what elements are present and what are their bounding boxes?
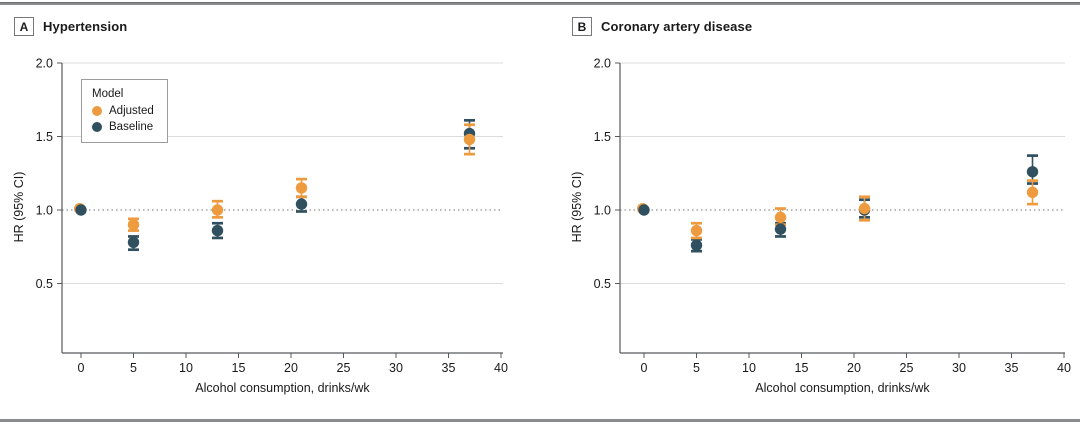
y-tick-label: 1.0 [36, 204, 53, 218]
legend-label-baseline: Baseline [109, 121, 154, 133]
top-rule [0, 2, 1080, 5]
x-tick-label: 10 [179, 361, 193, 375]
x-tick-label: 25 [900, 361, 914, 375]
x-tick-label: 25 [337, 361, 351, 375]
data-point-adjusted [690, 224, 703, 237]
data-point-baseline [127, 236, 140, 249]
x-tick-label: 35 [1005, 361, 1019, 375]
x-tick-label: 5 [693, 361, 700, 375]
y-tick-label: 1.5 [594, 130, 611, 144]
data-point-baseline [690, 239, 703, 251]
panel-a-title: Hypertension [43, 19, 128, 34]
x-tick-label: 5 [130, 361, 137, 375]
panel-b-header: B Coronary artery disease [572, 17, 752, 36]
bottom-rule [0, 419, 1080, 422]
data-point-baseline [75, 204, 87, 216]
y-tick-label: 0.5 [594, 277, 611, 291]
plot-area-a: 0.5 1.0 1.5 2.0 0 5 10 15 20 25 30 35 40 [36, 57, 508, 376]
data-point-baseline [211, 224, 224, 237]
data-point-baseline [1026, 166, 1039, 178]
data-point-adjusted [858, 202, 871, 215]
x-axis-label-a: Alcohol consumption, drinks/wk [195, 381, 370, 395]
panel-b: 0.5 1.0 1.5 2.0 0 5 10 15 20 25 30 35 40 B Coronary … [558, 0, 1080, 428]
x-tick-label: 15 [795, 361, 809, 375]
y-tick-label: 1.5 [36, 130, 53, 144]
panel-b-tag: B [572, 17, 592, 36]
x-tick-label: 20 [847, 361, 861, 375]
data-point-adjusted [295, 182, 308, 194]
legend-entry-adjusted: Adjusted [92, 103, 159, 119]
y-tick-label: 2.0 [594, 57, 611, 71]
x-tick-label: 35 [442, 361, 456, 375]
legend: Model Adjusted Baseline [81, 79, 168, 143]
baseline-swatch-icon [92, 122, 102, 132]
data-point-adjusted [774, 211, 787, 224]
x-tick-label: 0 [78, 361, 85, 375]
x-tick-label: 15 [232, 361, 246, 375]
legend-entry-baseline: Baseline [92, 119, 159, 135]
plot-area-b: 0.5 1.0 1.5 2.0 0 5 10 15 20 25 30 35 40 [594, 57, 1071, 376]
x-tick-label: 30 [952, 361, 966, 375]
x-axis-label-b: Alcohol consumption, drinks/wk [755, 381, 930, 395]
panel-b-title: Coronary artery disease [601, 19, 753, 34]
legend-title: Model [92, 88, 124, 100]
x-tick-label: 0 [641, 361, 648, 375]
y-axis-label-b: HR (95% CI) [570, 171, 584, 243]
x-tick-label: 20 [284, 361, 298, 375]
y-axis-label-a: HR (95% CI) [12, 171, 26, 243]
x-tick-label: 10 [742, 361, 756, 375]
data-point-adjusted [127, 219, 140, 231]
data-point-baseline [774, 223, 787, 235]
legend-label-adjusted: Adjusted [109, 105, 154, 117]
panel-a: 0.5 1.0 1.5 2.0 0 5 10 15 20 25 30 35 40 A Hypertens… [12, 17, 508, 395]
y-tick-label: 1.0 [594, 204, 611, 218]
y-tick-label: 2.0 [36, 57, 53, 71]
panel-a-header: A Hypertension [14, 17, 127, 36]
adjusted-swatch-icon [92, 106, 102, 116]
data-point-adjusted [463, 133, 476, 146]
panel-a-tag: A [14, 17, 34, 36]
x-tick-label: 40 [494, 361, 508, 375]
x-tick-label: 30 [389, 361, 403, 375]
data-point-adjusted [211, 204, 224, 216]
x-tick-label: 40 [1057, 361, 1071, 375]
data-point-baseline [295, 198, 308, 210]
data-point-adjusted [1026, 186, 1039, 199]
y-tick-label: 0.5 [36, 277, 53, 291]
data-point-baseline [638, 204, 650, 216]
